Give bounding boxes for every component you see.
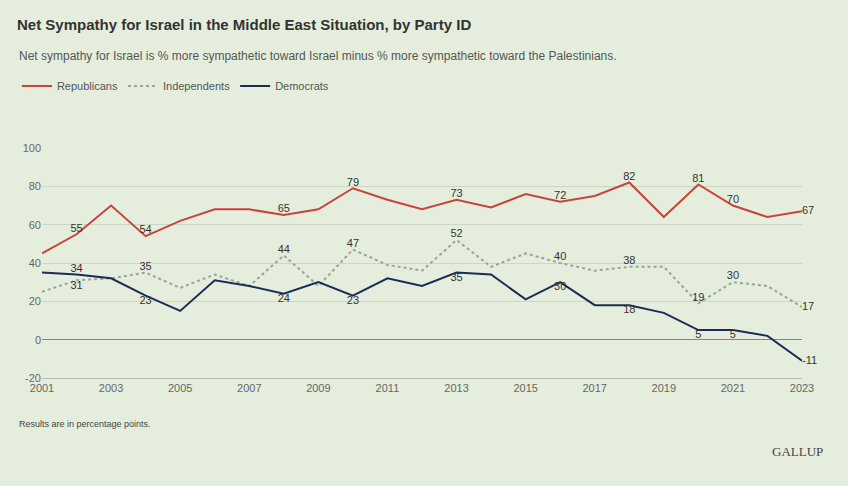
svg-text:54: 54 (140, 223, 152, 235)
svg-text:Results are in percentage poin: Results are in percentage points. (19, 419, 151, 429)
svg-text:80: 80 (29, 180, 41, 192)
svg-text:2015: 2015 (513, 382, 537, 394)
svg-text:82: 82 (623, 170, 635, 182)
svg-text:2011: 2011 (376, 382, 400, 394)
svg-text:2023: 2023 (790, 382, 814, 394)
svg-text:23: 23 (140, 294, 152, 306)
svg-text:67: 67 (802, 204, 814, 216)
svg-text:23: 23 (347, 294, 359, 306)
svg-text:40: 40 (554, 250, 566, 262)
svg-text:2013: 2013 (444, 382, 468, 394)
svg-text:20: 20 (29, 295, 41, 307)
svg-text:60: 60 (29, 219, 41, 231)
svg-text:Republicans: Republicans (57, 80, 118, 92)
svg-text:0: 0 (35, 334, 41, 346)
svg-text:2019: 2019 (652, 382, 676, 394)
svg-text:30: 30 (554, 280, 566, 292)
svg-text:2017: 2017 (582, 382, 606, 394)
svg-text:GALLUP: GALLUP (772, 444, 823, 459)
svg-text:79: 79 (347, 176, 359, 188)
svg-text:100: 100 (23, 142, 41, 154)
svg-text:70: 70 (727, 193, 739, 205)
svg-text:38: 38 (623, 254, 635, 266)
svg-text:19: 19 (692, 291, 704, 303)
svg-text:5: 5 (695, 328, 701, 340)
svg-text:81: 81 (692, 172, 704, 184)
svg-text:Net Sympathy for Israel in the: Net Sympathy for Israel in the Middle Ea… (17, 16, 471, 33)
svg-text:2009: 2009 (306, 382, 330, 394)
svg-text:2021: 2021 (721, 382, 745, 394)
svg-text:Independents: Independents (163, 80, 230, 92)
svg-text:5: 5 (730, 328, 736, 340)
svg-text:34: 34 (70, 262, 82, 274)
svg-text:31: 31 (70, 279, 82, 291)
svg-text:-20: -20 (25, 372, 41, 384)
svg-text:40: 40 (29, 257, 41, 269)
svg-text:17: 17 (802, 300, 814, 312)
svg-text:2007: 2007 (237, 382, 261, 394)
svg-text:24: 24 (278, 292, 290, 304)
svg-text:-11: -11 (802, 354, 817, 366)
svg-text:Net sympathy for Israel is % m: Net sympathy for Israel is % more sympat… (19, 49, 617, 63)
svg-text:47: 47 (347, 237, 359, 249)
svg-text:44: 44 (278, 243, 290, 255)
svg-text:30: 30 (727, 269, 739, 281)
svg-text:Democrats: Democrats (275, 80, 329, 92)
svg-text:2005: 2005 (168, 382, 192, 394)
svg-text:73: 73 (450, 187, 462, 199)
svg-text:65: 65 (278, 202, 290, 214)
svg-text:2003: 2003 (99, 382, 123, 394)
svg-text:18: 18 (623, 303, 635, 315)
svg-text:2001: 2001 (30, 382, 54, 394)
svg-text:52: 52 (450, 227, 462, 239)
svg-text:55: 55 (70, 222, 82, 234)
svg-text:35: 35 (140, 260, 152, 272)
svg-text:35: 35 (450, 271, 462, 283)
svg-text:72: 72 (554, 189, 566, 201)
